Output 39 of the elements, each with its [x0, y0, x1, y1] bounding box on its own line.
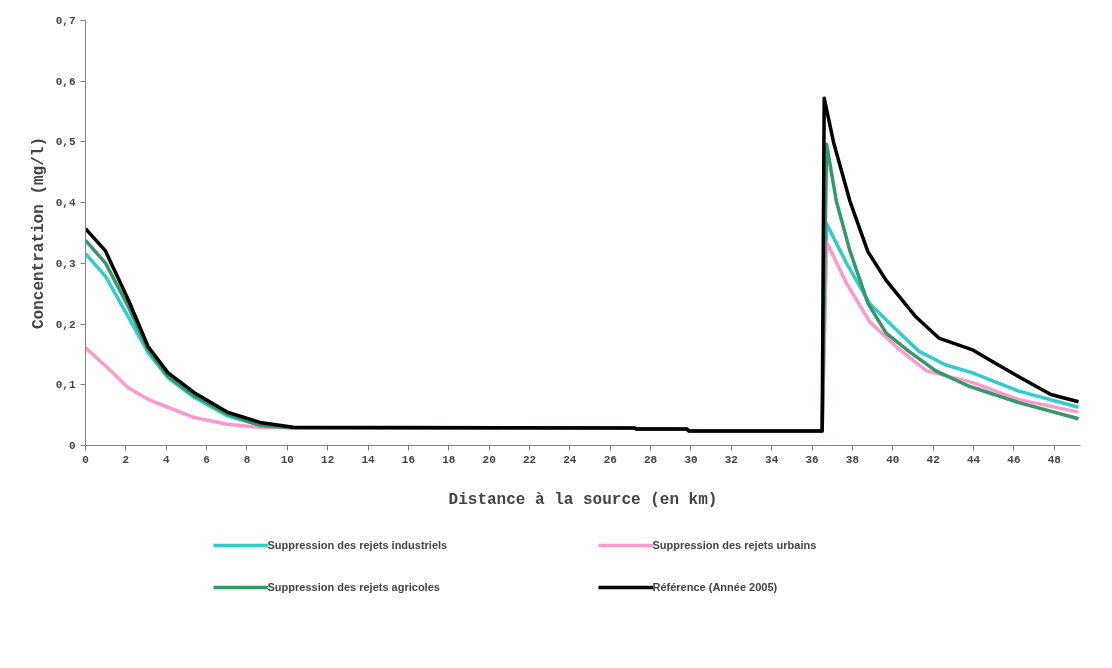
x-tick-label: 38 — [845, 453, 860, 466]
x-tick-label: 10 — [280, 453, 294, 466]
y-axis-title: Concentration (mg/l) — [29, 136, 48, 330]
x-tick-label: 40 — [886, 453, 900, 466]
x-tick-label: 4 — [162, 453, 170, 466]
x-tick-label: 34 — [765, 453, 779, 466]
x-tick-label: 8 — [243, 453, 251, 466]
x-tick-label: 18 — [442, 453, 456, 466]
y-tick-label: 0,2 — [55, 318, 76, 331]
y-tick-label: 0,3 — [55, 257, 76, 270]
x-tick-label: 16 — [401, 453, 416, 466]
x-tick-label: 2 — [122, 453, 130, 466]
legend-label: Référence (Année 2005) — [652, 581, 779, 593]
legend-label: Suppression des rejets urbains — [652, 539, 818, 551]
y-tick-label: 0,1 — [55, 379, 76, 392]
legend-label: Suppression des rejets agricoles — [267, 581, 441, 593]
x-tick-label: 46 — [1007, 453, 1021, 466]
x-tick-label: 28 — [644, 453, 658, 466]
y-tick-label: 0,6 — [55, 75, 76, 88]
x-tick-label: 32 — [724, 453, 738, 466]
x-tick-label: 24 — [563, 453, 577, 466]
legend-label: Suppression des rejets industriels — [267, 539, 449, 551]
x-tick-label: 36 — [805, 453, 819, 466]
x-tick-label: 48 — [1047, 453, 1062, 466]
y-tick-label: 0,4 — [55, 197, 76, 210]
x-tick-label: 0 — [82, 453, 89, 466]
x-tick-label: 42 — [926, 453, 940, 466]
x-tick-label: 6 — [203, 453, 210, 466]
x-axis-title: Distance à la source (en km) — [448, 490, 718, 509]
x-tick-label: 26 — [603, 453, 617, 466]
x-tick-label: 44 — [966, 453, 981, 466]
x-tick-label: 22 — [522, 453, 537, 466]
x-tick-label: 30 — [684, 453, 698, 466]
x-tick-label: 20 — [482, 453, 496, 466]
x-tick-label: 12 — [321, 453, 335, 466]
x-tick-label: 14 — [361, 453, 376, 466]
y-tick-label: 0,7 — [55, 15, 76, 27]
y-tick-label: 0,5 — [55, 136, 76, 149]
y-tick-label: 0 — [68, 440, 76, 452]
